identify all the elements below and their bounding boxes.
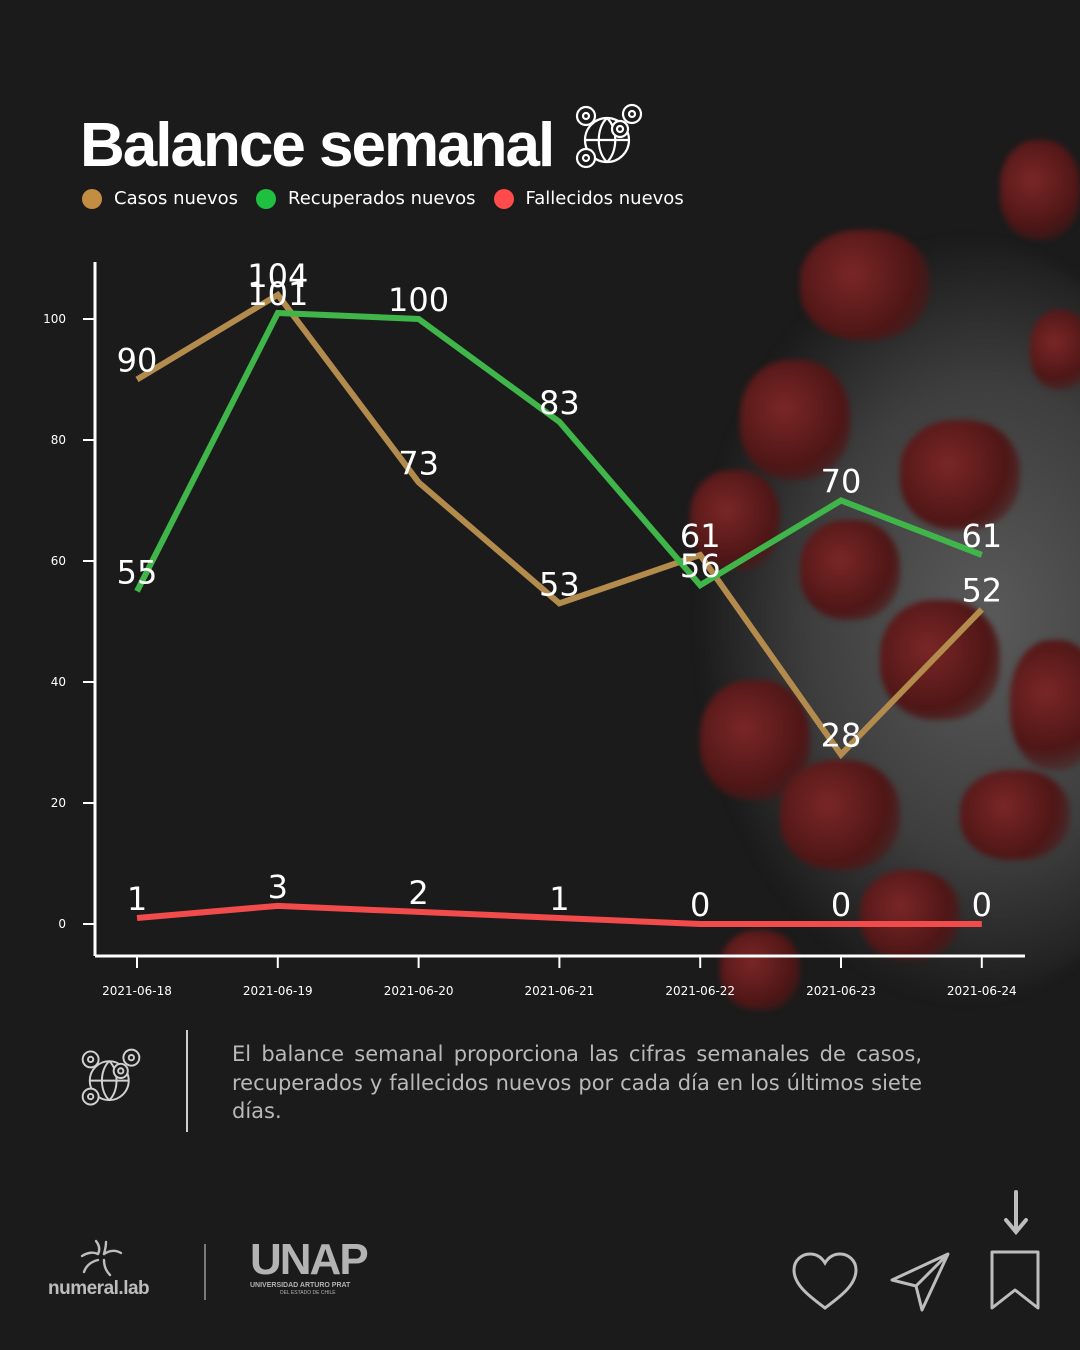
page-title: Balance semanal xyxy=(80,111,555,180)
university-subtitle-2: DEL ESTADO DE CHILE xyxy=(280,1290,336,1296)
data-label: 3 xyxy=(268,868,288,906)
arrow-down-icon xyxy=(1004,1190,1028,1236)
data-label: 52 xyxy=(961,571,1002,609)
data-label: 104 xyxy=(247,257,308,295)
chart-legend: Casos nuevos Recuperados nuevos Fallecid… xyxy=(82,188,684,209)
data-label: 1 xyxy=(549,880,569,918)
divider xyxy=(186,1030,188,1132)
legend-item-casos: Casos nuevos xyxy=(82,188,238,209)
data-label: 2 xyxy=(408,874,428,912)
virus-spike xyxy=(800,520,900,620)
virus-spike xyxy=(780,760,900,870)
virus-spike xyxy=(740,360,850,480)
virus-spike xyxy=(960,770,1070,860)
data-label: 56 xyxy=(680,547,721,585)
virus-spike xyxy=(720,930,800,1010)
data-label: 28 xyxy=(821,717,862,755)
data-label: 101 xyxy=(247,275,308,313)
series-line-0 xyxy=(135,290,984,760)
unap-logo: UNAP UNIVERSIDAD ARTURO PRAT DEL ESTADO … xyxy=(250,1235,369,1297)
legend-label: Recuperados nuevos xyxy=(288,188,476,209)
y-tick-label: 80 xyxy=(51,433,66,447)
series-line-2 xyxy=(136,902,982,927)
description-text: El balance semanal proporciona las cifra… xyxy=(232,1042,922,1123)
legend-label: Casos nuevos xyxy=(114,188,239,209)
x-tick-label: 2021-06-20 xyxy=(384,984,454,998)
data-label: 53 xyxy=(539,565,580,603)
heart-icon[interactable] xyxy=(790,1250,860,1314)
data-label: 90 xyxy=(117,342,158,380)
virus-spike xyxy=(1030,310,1080,390)
virus-spike xyxy=(800,230,930,340)
data-label: 61 xyxy=(961,517,1002,555)
brand-name: numeral.lab xyxy=(48,1278,150,1299)
legend-dot xyxy=(256,188,277,209)
virus-spike xyxy=(1010,640,1080,770)
x-tick-label: 2021-06-24 xyxy=(947,984,1017,998)
virus-globe-icon xyxy=(575,103,643,169)
y-tick-label: 20 xyxy=(51,796,66,810)
send-icon[interactable] xyxy=(888,1250,952,1314)
footer-divider xyxy=(204,1244,206,1300)
y-tick-label: 100 xyxy=(43,312,66,326)
y-tick-label: 0 xyxy=(58,917,66,931)
x-tick-label: 2021-06-22 xyxy=(665,984,735,998)
data-label: 70 xyxy=(821,463,862,501)
data-label: 73 xyxy=(398,444,439,482)
university-subtitle: UNIVERSIDAD ARTURO PRAT xyxy=(250,1282,351,1289)
legend-item-fallecidos: Fallecidos nuevos xyxy=(493,188,684,209)
data-label: 61 xyxy=(680,517,721,555)
data-label: 55 xyxy=(117,553,158,591)
numeral-lab-logo-icon xyxy=(80,1239,123,1277)
virus-spike xyxy=(860,870,960,960)
data-label: 0 xyxy=(831,886,851,924)
bookmark-icon[interactable] xyxy=(988,1248,1042,1314)
x-tick-label: 2021-06-23 xyxy=(806,984,876,998)
data-label: 0 xyxy=(690,886,710,924)
data-label: 100 xyxy=(388,281,449,319)
y-tick-label: 40 xyxy=(51,675,66,689)
legend-item-recuperados: Recuperados nuevos xyxy=(256,188,476,209)
x-tick-label: 2021-06-18 xyxy=(102,984,172,998)
virus-spike xyxy=(900,420,1020,530)
x-tick-label: 2021-06-21 xyxy=(525,984,595,998)
x-tick-label: 2021-06-19 xyxy=(243,984,313,998)
numeral-lab-logo: numeral.lab xyxy=(48,1238,158,1300)
university-name: UNAP xyxy=(250,1235,369,1284)
virus-spike xyxy=(690,470,780,570)
legend-dot xyxy=(82,188,102,209)
legend-label: Fallecidos nuevos xyxy=(525,188,684,209)
legend-dot xyxy=(493,188,514,209)
virus-spike xyxy=(1000,140,1080,240)
data-label: 0 xyxy=(972,886,992,924)
data-label: 83 xyxy=(539,384,580,422)
y-tick-label: 60 xyxy=(51,554,66,568)
series-line-1 xyxy=(134,309,983,593)
virus-spike xyxy=(880,600,1000,720)
virus-globe-icon xyxy=(81,1048,141,1106)
data-label: 1 xyxy=(127,880,147,918)
